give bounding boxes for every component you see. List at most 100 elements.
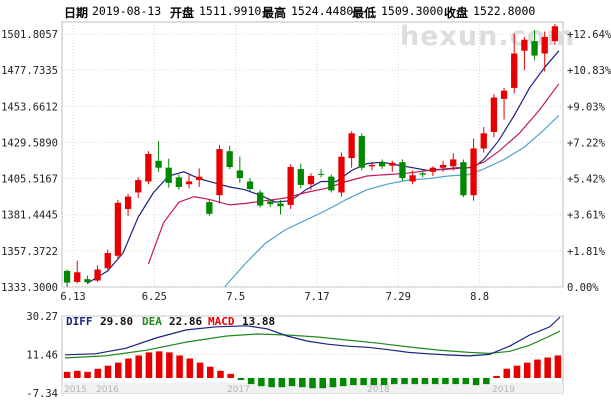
- macd-bar-negative: [380, 377, 388, 386]
- candle-body: [175, 177, 183, 187]
- macd-bar-positive: [63, 371, 71, 378]
- macd-bar-positive: [176, 355, 183, 378]
- candle-body: [409, 175, 416, 182]
- candle-body: [216, 149, 223, 196]
- macd-bar-negative: [247, 377, 255, 385]
- candle-down: [419, 171, 426, 178]
- watermark-logo: hexun.com: [400, 21, 575, 52]
- candle-body: [226, 151, 233, 168]
- candle-up: [135, 177, 142, 198]
- candle-body: [206, 202, 213, 214]
- macd-bar-positive: [493, 375, 500, 378]
- candle-body: [531, 41, 538, 56]
- candle-up: [287, 164, 294, 209]
- candle-body: [358, 136, 365, 168]
- candle-down: [155, 140, 162, 172]
- macd-bar-negative: [472, 377, 480, 386]
- candle-down: [328, 174, 335, 193]
- macd-tick-label: 30.27: [26, 311, 58, 323]
- candle-up: [490, 94, 498, 138]
- candle-body: [338, 156, 345, 193]
- macd-tick-label: -7.34: [26, 388, 58, 400]
- candle-body: [500, 90, 508, 99]
- macd-bar-negative: [360, 377, 367, 386]
- price-tick-label: 1453.6612: [1, 101, 58, 113]
- macd-bar-positive: [94, 368, 102, 378]
- candle-body: [399, 162, 406, 179]
- candle-up: [124, 193, 132, 216]
- macd-bar-positive: [217, 370, 224, 378]
- candle-body: [124, 196, 132, 209]
- date-tick-label: 7.29: [386, 291, 411, 303]
- macd-bar-negative: [483, 377, 490, 385]
- candle-body: [297, 169, 304, 185]
- macd-bar-positive: [227, 373, 234, 378]
- date-label: 日期: [64, 6, 89, 20]
- low-value: 1509.3000: [381, 4, 444, 18]
- macd-bar-negative: [319, 377, 326, 389]
- macd-bar-negative: [401, 377, 408, 385]
- candle-up: [114, 200, 122, 260]
- candle-down: [206, 199, 213, 216]
- percent-tick-label: 0.00%: [567, 282, 599, 294]
- legend-value: 13.88: [242, 315, 275, 328]
- high-label: 最高: [262, 6, 287, 20]
- price-tick-label: 1477.7335: [1, 65, 58, 77]
- macd-bar-positive: [104, 365, 112, 378]
- candle-down: [246, 178, 254, 192]
- close-value: 1522.8000: [473, 4, 536, 18]
- macd-bar-positive: [135, 355, 142, 378]
- candle-up: [500, 87, 508, 120]
- candle-up: [409, 170, 416, 185]
- candle-body: [317, 173, 325, 175]
- candle-up: [470, 138, 477, 201]
- candle-body: [114, 202, 122, 256]
- date-tick-label: 8.8: [470, 291, 489, 303]
- macd-tick-label: 11.46: [26, 350, 58, 362]
- macd-panel: 30.27 11.46 -7.34 2015 2016 2017 2018 2019 DIFF 2…: [26, 311, 564, 400]
- candle-body: [541, 36, 548, 54]
- legend-name: DEA: [142, 315, 162, 328]
- candle-up: [348, 131, 355, 168]
- macd-bar-positive: [155, 351, 163, 378]
- year-label: 2016: [96, 385, 119, 395]
- candle-up: [145, 151, 152, 185]
- candle-body: [104, 253, 111, 269]
- candle-down: [267, 199, 274, 207]
- candle-body: [84, 279, 91, 283]
- candle-body: [470, 148, 477, 196]
- macd-bar-positive: [513, 365, 521, 378]
- price-tick-label: 1357.3722: [1, 246, 58, 258]
- candle-up: [389, 160, 396, 172]
- price-tick-label: 1501.8057: [1, 29, 58, 41]
- macd-bar-negative: [421, 377, 429, 385]
- macd-bar-positive: [145, 352, 153, 378]
- candle-body: [94, 269, 101, 281]
- candle-down: [277, 200, 284, 215]
- macd-bar-negative: [391, 377, 398, 385]
- candle-up: [521, 36, 528, 71]
- percent-tick-label: +3.61%: [567, 210, 606, 222]
- candle-body: [511, 53, 518, 88]
- candle-body: [74, 272, 81, 282]
- candle-down: [460, 159, 467, 198]
- macd-bar-positive: [523, 362, 531, 378]
- price-tick-label: 1381.4445: [1, 210, 58, 222]
- macd-bar-negative: [268, 377, 275, 388]
- price-axes: 1501.8057 1477.7335 1453.6612 1429.5890 1405…: [1, 29, 611, 303]
- candle-body: [307, 175, 315, 185]
- quote-header: 日期 2019-08-13 开盘 1511.9910 最高 1524.4480 …: [0, 0, 611, 22]
- candle-up: [104, 249, 111, 270]
- candle-up: [94, 265, 101, 282]
- price-tick-label: 1333.3000: [1, 282, 58, 294]
- macd-bar-positive: [74, 370, 81, 378]
- macd-bar-positive: [554, 355, 562, 378]
- candle-body: [551, 26, 559, 42]
- candle-up: [450, 153, 457, 171]
- candle-body: [389, 162, 396, 166]
- candle-body: [450, 159, 457, 167]
- macd-bar-negative: [411, 377, 419, 385]
- candlestick-series: [63, 23, 559, 287]
- candle-down: [317, 169, 325, 178]
